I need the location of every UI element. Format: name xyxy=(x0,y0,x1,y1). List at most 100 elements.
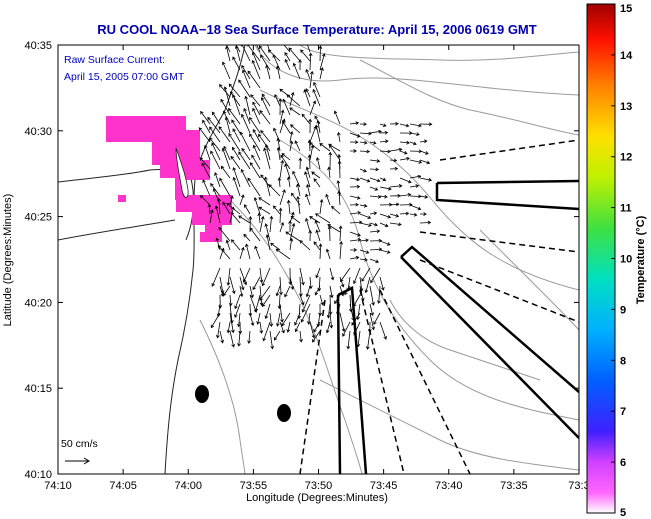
current-vector xyxy=(379,123,387,127)
current-vector xyxy=(369,129,382,134)
current-vector xyxy=(305,285,311,298)
current-vector xyxy=(399,123,410,128)
current-vector xyxy=(369,222,378,227)
current-vector xyxy=(339,285,345,297)
current-vector xyxy=(333,110,341,125)
current-vector xyxy=(315,156,321,170)
current-vector xyxy=(313,241,321,251)
current-vector xyxy=(327,166,331,179)
current-vector xyxy=(279,303,284,323)
current-vector xyxy=(329,312,334,329)
current-vector xyxy=(218,126,231,143)
current-vector xyxy=(280,154,291,170)
current-vector xyxy=(249,227,261,242)
current-vector xyxy=(409,184,420,188)
current-vector xyxy=(359,203,368,208)
current-vector xyxy=(339,240,343,260)
current-vector xyxy=(252,101,261,116)
current-vector xyxy=(409,123,422,128)
current-vector xyxy=(327,225,332,242)
current-vector xyxy=(210,312,221,329)
current-vector xyxy=(419,150,429,155)
current-vector xyxy=(344,285,351,296)
current-vector xyxy=(243,107,251,125)
current-vector xyxy=(254,294,261,312)
current-vector xyxy=(289,276,295,290)
current-vector xyxy=(379,222,389,228)
current-vector xyxy=(261,93,271,107)
marker-dot xyxy=(195,385,209,403)
current-vector xyxy=(298,276,303,297)
current-vector xyxy=(261,267,271,287)
current-vector xyxy=(209,126,221,143)
current-vector xyxy=(249,285,254,299)
current-vector xyxy=(262,321,271,342)
current-vector xyxy=(274,330,281,341)
current-vector xyxy=(326,303,331,319)
current-vector xyxy=(359,257,368,262)
current-vector xyxy=(218,83,231,98)
current-vector xyxy=(409,159,423,164)
current-vector xyxy=(273,205,281,215)
current-vector xyxy=(278,98,283,116)
current-vector xyxy=(239,276,245,291)
current-vector xyxy=(229,312,235,334)
current-vector xyxy=(225,239,231,251)
current-vector xyxy=(369,194,382,199)
colorbar-tick-label: 6 xyxy=(620,457,626,469)
current-vector xyxy=(200,110,211,125)
current-vector xyxy=(240,45,251,62)
current-vector xyxy=(325,248,331,260)
current-vector xyxy=(224,116,231,134)
current-vector xyxy=(369,159,381,163)
current-vector xyxy=(319,53,326,71)
current-vector xyxy=(349,248,358,252)
current-vector xyxy=(329,267,335,281)
current-vector xyxy=(349,195,361,200)
current-vector xyxy=(359,140,368,145)
current-vector xyxy=(379,249,391,254)
current-vector xyxy=(419,139,428,144)
current-vector xyxy=(250,94,261,107)
current-vector xyxy=(237,330,241,347)
x-tick-label: 73:3 xyxy=(568,480,589,492)
current-vector xyxy=(249,162,261,179)
current-vector xyxy=(359,168,367,173)
current-vector xyxy=(298,59,302,71)
current-vector xyxy=(359,149,371,154)
current-vector xyxy=(337,190,341,206)
current-vector xyxy=(241,147,251,161)
x-tick-label: 74:10 xyxy=(44,480,72,492)
current-vector xyxy=(203,144,211,161)
current-vector xyxy=(369,211,378,216)
current-vector xyxy=(336,131,341,143)
current-vector xyxy=(211,142,221,161)
current-vector xyxy=(265,234,271,251)
current-vector xyxy=(349,121,360,126)
current-vector xyxy=(232,56,241,71)
current-vector xyxy=(353,267,361,285)
current-vector xyxy=(419,159,431,165)
current-vector xyxy=(261,294,271,308)
current-vector xyxy=(369,167,380,172)
current-vector xyxy=(235,45,241,53)
current-vector xyxy=(329,285,334,299)
current-vectors xyxy=(198,45,433,350)
colorbar-tick-label: 9 xyxy=(620,304,626,316)
current-vector xyxy=(289,140,294,152)
current-vector xyxy=(318,45,323,62)
current-vector xyxy=(294,321,301,333)
figure-title: RU COOL NOAA−18 Sea Surface Temperature:… xyxy=(97,22,536,37)
current-vector xyxy=(329,144,341,161)
current-vector xyxy=(379,149,391,154)
current-vector xyxy=(247,70,261,89)
current-vector xyxy=(334,294,341,305)
current-vector xyxy=(282,98,291,116)
current-vector xyxy=(211,267,221,287)
current-vector xyxy=(349,132,361,138)
current-vector xyxy=(228,83,241,98)
current-vector xyxy=(309,321,316,339)
current-vector xyxy=(319,67,324,80)
y-tick-label: 40:30 xyxy=(24,126,52,138)
current-vector xyxy=(228,107,241,125)
